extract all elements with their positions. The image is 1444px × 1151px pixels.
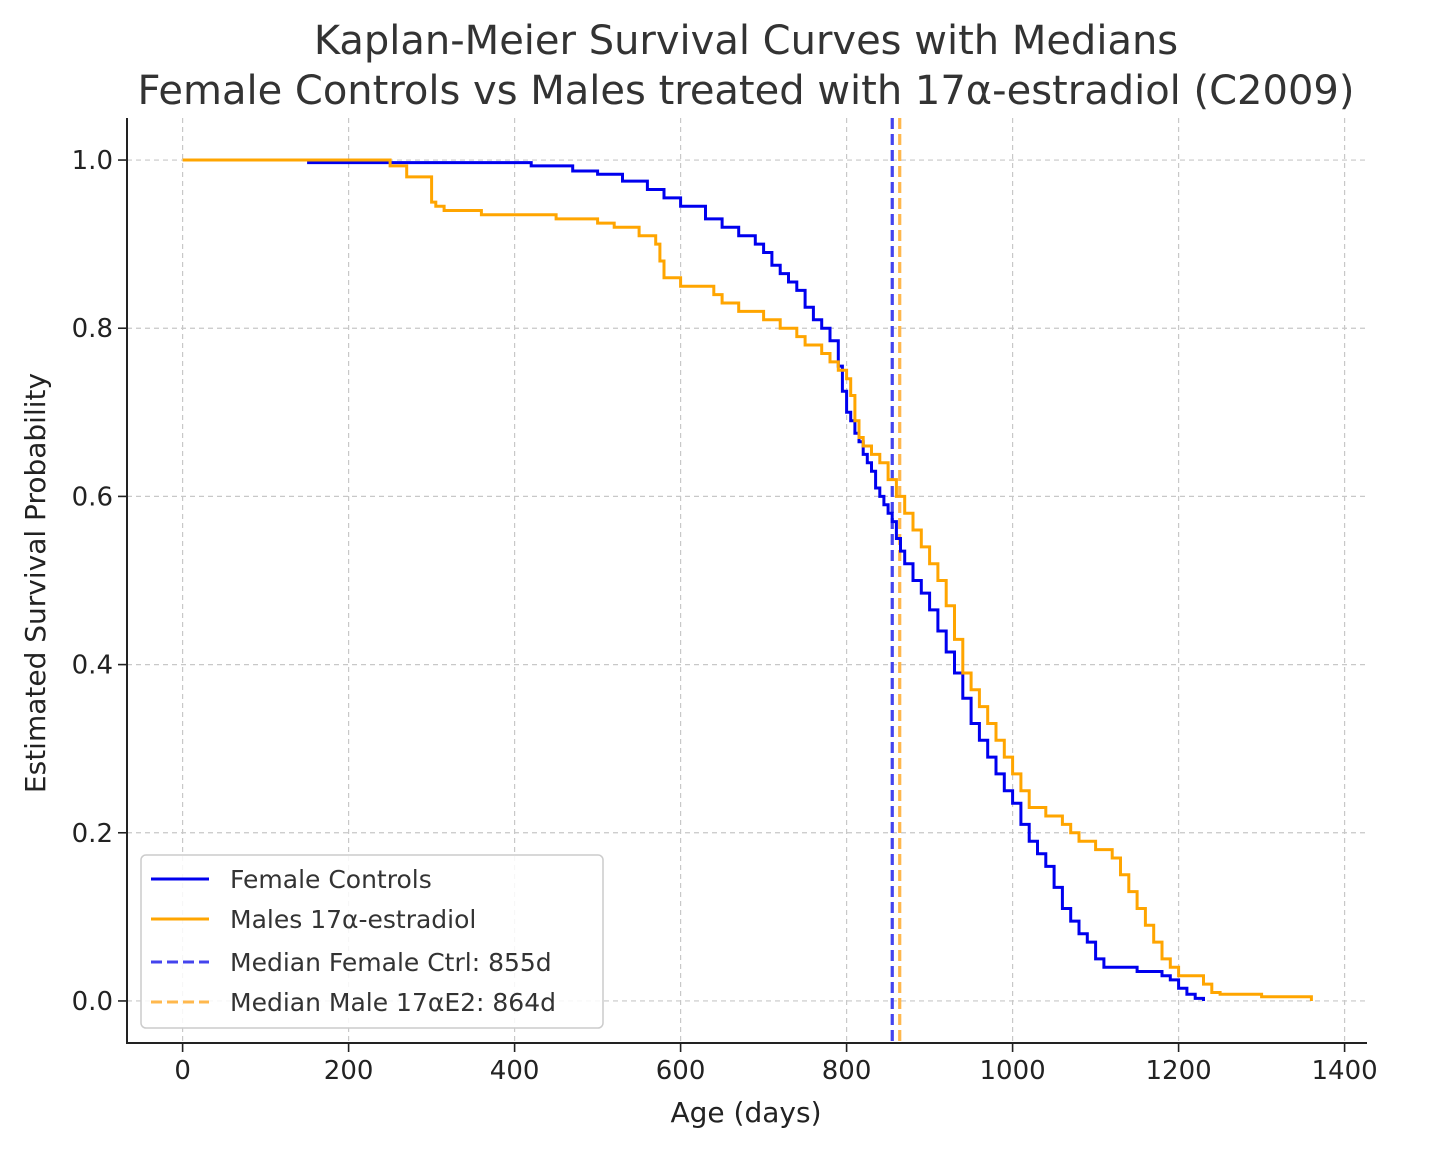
series-line-males-estradiol — [182, 158, 1313, 1001]
y-tick-label: 0.8 — [72, 314, 113, 344]
axes-spine — [126, 118, 1367, 1044]
y-tick-label: 0.6 — [72, 482, 113, 512]
y-tick-label: 0.2 — [72, 819, 113, 849]
x-tick-label: 0 — [174, 1056, 191, 1086]
y-tick-label: 0.4 — [72, 651, 113, 681]
y-tick-label: 0.0 — [72, 987, 113, 1017]
series-line-female-controls — [307, 161, 1205, 1001]
x-axis-ticks: 0 200 400 600 800 1000 1200 1400 — [174, 1043, 1378, 1086]
legend-label-males-estradiol: Males 17α-estradiol — [230, 905, 476, 934]
series-lines — [182, 158, 1313, 1001]
legend-box — [140, 854, 604, 1029]
y-axis-label: Estimated Survival Probability — [19, 373, 52, 793]
legend-label-median-female: Median Female Ctrl: 855d — [230, 948, 552, 977]
y-tick-label: 1.0 — [72, 146, 113, 176]
x-axis-label: Age (days) — [671, 1096, 822, 1129]
grid — [127, 118, 1367, 1043]
x-tick-label: 1000 — [980, 1056, 1046, 1086]
legend: Female Controls Males 17α-estradiol Medi… — [140, 854, 604, 1029]
legend-label-female-controls: Female Controls — [230, 865, 432, 894]
chart-subtitle: Female Controls vs Males treated with 17… — [138, 68, 1355, 114]
legend-label-median-male: Median Male 17αE2: 864d — [230, 988, 556, 1017]
median-lines — [890, 118, 902, 1043]
x-tick-label: 400 — [490, 1056, 540, 1086]
chart-title: Kaplan-Meier Survival Curves with Median… — [314, 18, 1178, 64]
x-tick-label: 1200 — [1146, 1056, 1212, 1086]
x-tick-label: 800 — [822, 1056, 872, 1086]
x-tick-label: 200 — [324, 1056, 374, 1086]
x-tick-label: 1400 — [1312, 1056, 1378, 1086]
x-tick-label: 600 — [656, 1056, 706, 1086]
y-axis-ticks: 0.0 0.2 0.4 0.6 0.8 1.0 — [72, 146, 127, 1017]
